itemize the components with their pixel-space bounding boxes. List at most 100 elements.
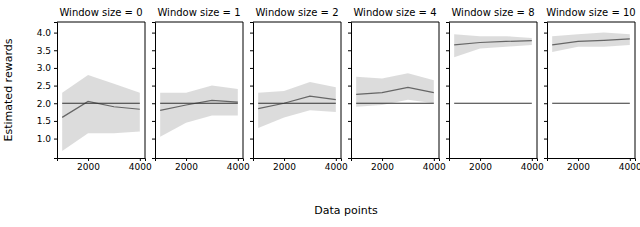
y-tick-mark: [446, 50, 449, 51]
panel: 20004000Window size = 1: [152, 7, 250, 172]
y-tick: [152, 103, 155, 104]
reference-line: [62, 103, 140, 104]
mean-line: [62, 101, 140, 117]
x-axis-title: Data points: [314, 204, 378, 217]
y-axis: [446, 23, 450, 159]
y-tick: [348, 139, 351, 140]
y-tick: [446, 139, 449, 140]
x-tick-mark: [186, 158, 187, 161]
y-tick-mark: [544, 68, 547, 69]
frame-right: [537, 22, 538, 158]
x-tick-mark: [382, 158, 383, 161]
frame-top: [351, 22, 439, 23]
confidence-band: [258, 82, 336, 128]
x-tick-mark: [140, 158, 141, 161]
x-tick: 2000: [371, 158, 394, 172]
plot-area: [356, 73, 434, 107]
x-tick-label: 4000: [325, 162, 348, 172]
plot-area: [62, 75, 140, 151]
x-tick: 4000: [325, 158, 348, 172]
frame-top: [449, 22, 537, 23]
y-tick-label: 1.5: [37, 116, 51, 126]
reference-line: [356, 103, 434, 104]
y-tick: [348, 50, 351, 51]
y-tick: 2.5: [37, 81, 57, 91]
y-tick: [250, 139, 253, 140]
y-tick-mark: [250, 86, 253, 87]
y-tick-mark: [348, 103, 351, 104]
y-tick-label: 2.0: [37, 99, 52, 109]
x-tick-mark: [284, 158, 285, 161]
x-axis-line: [58, 159, 146, 162]
frame-right: [243, 22, 244, 158]
y-tick-label: 3.0: [37, 63, 52, 73]
y-axis-line: [544, 23, 548, 159]
y-tick-label: 4.0: [37, 28, 52, 38]
y-tick: [446, 50, 449, 51]
y-tick-mark: [54, 86, 57, 87]
y-tick-mark: [544, 50, 547, 51]
y-axis: 1.0 1.5 2.0 2.5 3.0 3.5 4.0: [37, 23, 58, 159]
panel-title: Window size = 0: [59, 7, 142, 18]
y-tick: [250, 68, 253, 69]
reference-line: [160, 103, 238, 104]
frame-top: [57, 22, 145, 23]
y-tick: 1.0: [37, 134, 57, 144]
x-tick-label: 2000: [567, 162, 590, 172]
y-axis: [348, 23, 352, 159]
mean-line: [454, 41, 532, 45]
x-tick-label: 2000: [175, 162, 198, 172]
x-tick: 4000: [227, 158, 250, 172]
y-tick: [152, 50, 155, 51]
panel: 20004000Window size = 2: [250, 7, 348, 172]
panel: 20004000Window size = 4: [348, 7, 446, 172]
x-tick-mark: [532, 158, 533, 161]
y-tick-mark: [250, 121, 253, 122]
y-tick-mark: [348, 121, 351, 122]
y-tick: [446, 33, 449, 34]
frame-right: [439, 22, 440, 158]
panel-title: Window size = 8: [451, 7, 534, 18]
plot-area: [160, 86, 238, 137]
y-axis: [544, 23, 548, 159]
y-axis-title: Estimated rewards: [2, 38, 15, 141]
y-tick-mark: [250, 33, 253, 34]
y-axis-line: [446, 23, 450, 159]
y-tick: [348, 121, 351, 122]
panel: 200040001.01.52.02.53.03.54.0Window size…: [37, 7, 152, 172]
x-tick-label: 2000: [77, 162, 100, 172]
x-tick: 2000: [469, 158, 492, 172]
confidence-band: [552, 33, 630, 52]
y-tick-mark: [54, 139, 57, 140]
x-tick-label: 2000: [371, 162, 394, 172]
y-tick: [544, 68, 547, 69]
y-tick: [348, 86, 351, 87]
frame-top: [155, 22, 243, 23]
frame-right: [635, 22, 636, 158]
frame-right: [341, 22, 342, 158]
mean-line: [356, 87, 434, 94]
y-tick-mark: [544, 121, 547, 122]
y-tick-mark: [348, 139, 351, 140]
x-tick: 4000: [619, 158, 640, 172]
y-tick-mark: [54, 121, 57, 122]
plot-area: [454, 34, 532, 103]
y-tick-mark: [250, 103, 253, 104]
y-tick-mark: [54, 33, 57, 34]
y-tick: [348, 103, 351, 104]
y-tick-mark: [446, 86, 449, 87]
plot-area: [258, 82, 336, 128]
y-axis: [152, 23, 156, 159]
y-tick-mark: [446, 103, 449, 104]
y-axis-line: [250, 23, 254, 159]
y-tick-label: 3.5: [37, 46, 51, 56]
y-tick: [152, 33, 155, 34]
y-tick: [250, 103, 253, 104]
x-tick-mark: [480, 158, 481, 161]
y-tick: [152, 139, 155, 140]
x-tick-mark: [88, 158, 89, 161]
x-axis: 20004000: [254, 158, 349, 172]
confidence-band: [454, 34, 532, 57]
y-tick-mark: [54, 50, 57, 51]
x-tick-label: 2000: [469, 162, 492, 172]
